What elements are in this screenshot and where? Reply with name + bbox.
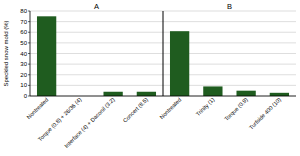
bar — [137, 92, 156, 96]
category-label: Nontreated — [159, 96, 183, 120]
panel-title: A — [94, 2, 99, 11]
bar — [37, 16, 56, 96]
y-axis — [30, 11, 31, 96]
x-axis — [30, 96, 163, 97]
x-axis — [163, 96, 296, 97]
grid-line — [163, 96, 296, 97]
category-label: Concert (8.5) — [122, 96, 149, 123]
bar — [236, 91, 255, 96]
axis-label: Speckled snow mold (%) — [3, 20, 9, 86]
category-label: Nontreated — [26, 96, 50, 120]
tick-label: 60 — [20, 29, 27, 35]
bars — [170, 31, 289, 96]
grid-line — [163, 11, 296, 12]
tick-label: 40 — [20, 51, 27, 57]
tick-label: 20 — [20, 72, 27, 78]
chart: 01020304050607080NontreatedTorque (0.8) … — [0, 0, 300, 156]
tick-label: 30 — [20, 61, 27, 67]
category-label: Trinity (1) — [195, 96, 216, 117]
tick-label: 70 — [20, 19, 27, 25]
bar — [203, 86, 222, 96]
category-label: Interface (4) + Daconil (3.2) — [63, 96, 116, 149]
tick-label: 0 — [24, 93, 28, 99]
bar — [270, 93, 289, 96]
grid-line — [163, 21, 296, 22]
bar — [103, 92, 122, 96]
grid-line — [30, 11, 163, 12]
bar — [170, 31, 189, 96]
bars — [37, 16, 156, 96]
tick-label: 80 — [20, 8, 27, 14]
tick-label: 10 — [20, 82, 27, 88]
panel-divider — [163, 11, 164, 96]
category-label: Turfside 400 (10) — [248, 96, 282, 130]
panel-title: B — [227, 2, 232, 11]
grid-line — [30, 96, 163, 97]
tick-label: 50 — [20, 40, 27, 46]
category-label: Torque (0.9) — [223, 96, 249, 122]
